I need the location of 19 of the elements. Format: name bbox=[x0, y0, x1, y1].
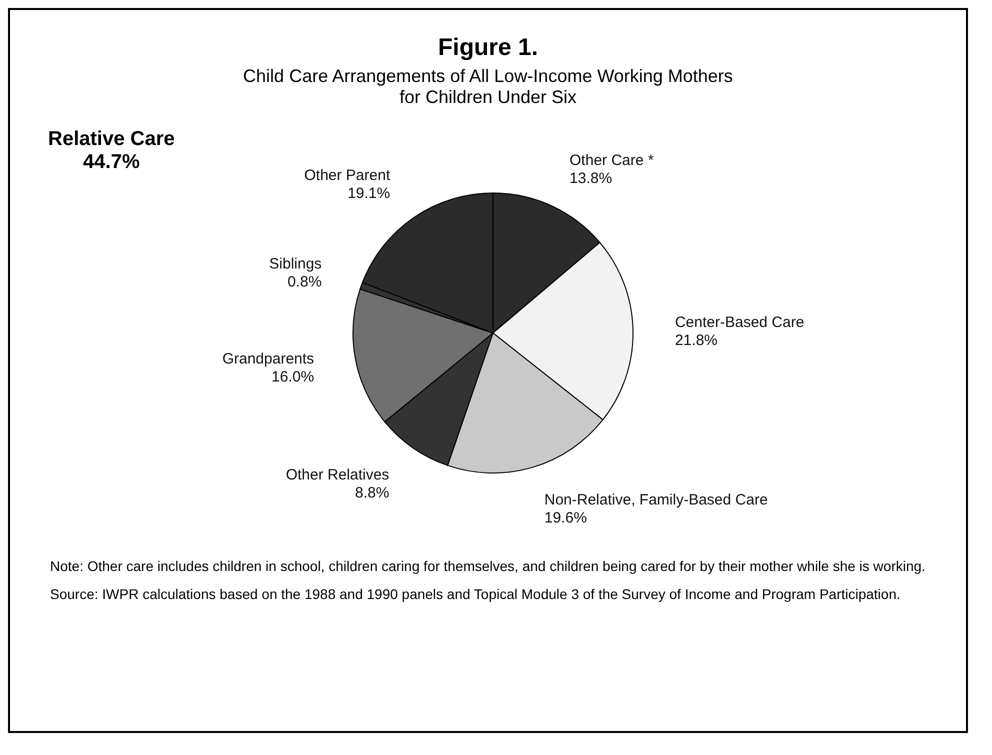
slice-label: Non-Relative, Family-Based Care bbox=[544, 492, 768, 509]
data-label: 16.0% bbox=[272, 368, 314, 386]
data-label: 19.6% bbox=[544, 510, 587, 527]
data-label: 0.8% bbox=[287, 274, 322, 291]
slice-label: Other Parent bbox=[304, 166, 391, 184]
slice-label: Center-Based Care bbox=[674, 314, 804, 331]
slice-label: Other Care * bbox=[570, 152, 654, 169]
slice-label: Other Relatives bbox=[286, 466, 390, 484]
slice-label: Siblings bbox=[269, 256, 322, 273]
chart-subtitle: Child Care Arrangements of All Low-Income Working Mothers for Children Under Six bbox=[242, 66, 734, 108]
data-label: 8.8% bbox=[354, 484, 390, 502]
slice-label: Grandparents bbox=[222, 350, 314, 368]
text: Relative Care 44.7% bbox=[48, 128, 175, 174]
text: Note: Other care includes children in school, children caring for themselves, and children being cared for by their mother while she is working. bbox=[50, 558, 926, 574]
data-label: 19.1% bbox=[348, 184, 390, 202]
source-note: Source: IWPR calculations based on the 1988 and 1990 panels and Topical Module 3 of the Survey of Income and Program Participation. bbox=[50, 586, 902, 602]
data-label: 13.8% bbox=[570, 170, 612, 187]
chart-title: Figure 1. bbox=[436, 34, 540, 62]
data-label: 21.8% bbox=[674, 332, 718, 349]
